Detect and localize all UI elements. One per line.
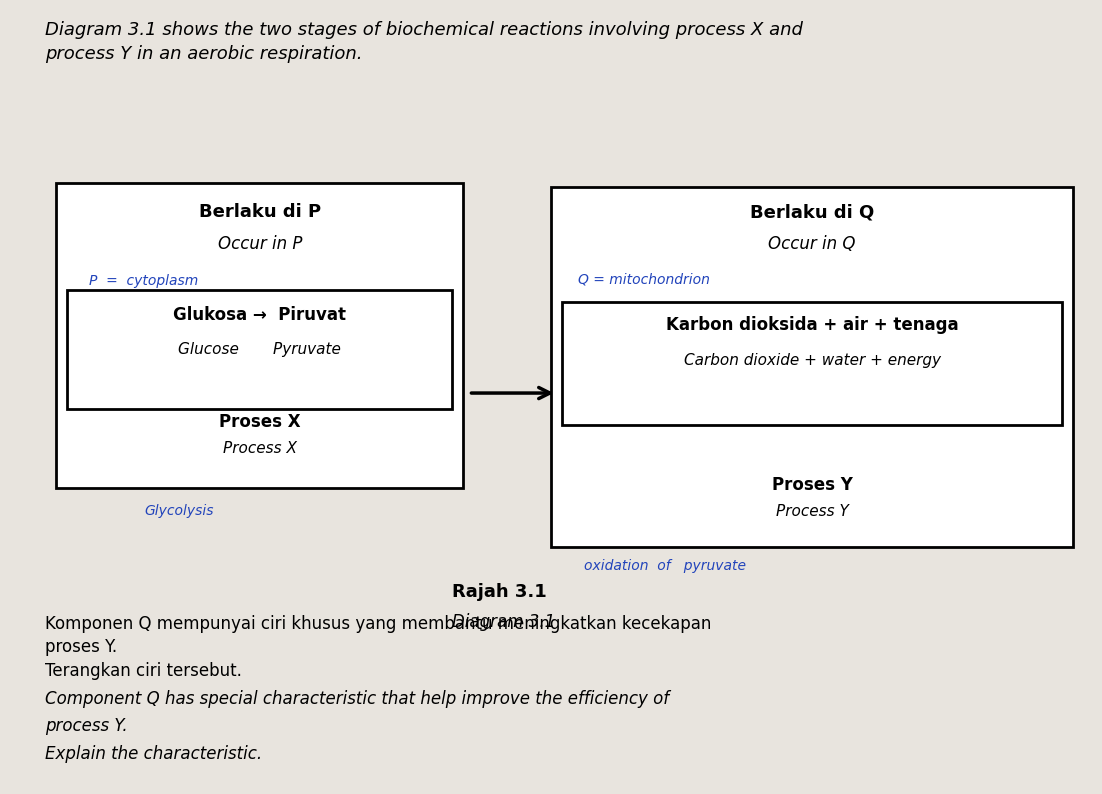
Text: Component Q has special characteristic that help improve the efficiency of: Component Q has special characteristic t…: [45, 690, 670, 707]
Bar: [67, 290, 452, 409]
Text: Diagram 3.1: Diagram 3.1: [452, 613, 555, 631]
Text: Komponen Q mempunyai ciri khusus yang membantu meningkatkan kecekapan: Komponen Q mempunyai ciri khusus yang me…: [45, 615, 712, 633]
Text: Berlaku di Q: Berlaku di Q: [750, 203, 874, 222]
Text: Terangkan ciri tersebut.: Terangkan ciri tersebut.: [45, 662, 242, 680]
Bar: [56, 183, 463, 488]
Text: Rajah 3.1: Rajah 3.1: [452, 583, 547, 601]
Text: process Y in an aerobic respiration.: process Y in an aerobic respiration.: [45, 45, 363, 63]
Text: proses Y.: proses Y.: [45, 638, 118, 657]
Text: Explain the characteristic.: Explain the characteristic.: [45, 745, 262, 763]
Text: Berlaku di P: Berlaku di P: [198, 203, 321, 222]
Text: oxidation  of   pyruvate: oxidation of pyruvate: [584, 559, 746, 573]
Text: Occur in Q: Occur in Q: [768, 235, 856, 252]
Bar: [551, 187, 1073, 547]
Text: P  =  cytoplasm: P = cytoplasm: [89, 275, 198, 288]
Text: Glukosa →  Piruvat: Glukosa → Piruvat: [173, 306, 346, 324]
Text: Occur in P: Occur in P: [217, 235, 302, 252]
Text: Karbon dioksida + air + tenaga: Karbon dioksida + air + tenaga: [666, 316, 959, 334]
Text: Process Y: Process Y: [776, 504, 849, 518]
Text: process Y.: process Y.: [45, 718, 128, 735]
Text: Proses Y: Proses Y: [771, 476, 853, 494]
Text: Diagram 3.1 shows the two stages of biochemical reactions involving process X an: Diagram 3.1 shows the two stages of bioc…: [45, 21, 803, 39]
Text: Glucose       Pyruvate: Glucose Pyruvate: [179, 341, 342, 357]
Text: Proses X: Proses X: [219, 413, 301, 431]
Text: Process X: Process X: [223, 441, 296, 456]
Text: Glycolysis: Glycolysis: [144, 504, 214, 518]
Text: Q = mitochondrion: Q = mitochondrion: [579, 273, 711, 287]
Bar: [562, 302, 1062, 425]
Text: Carbon dioxide + water + energy: Carbon dioxide + water + energy: [683, 353, 941, 368]
